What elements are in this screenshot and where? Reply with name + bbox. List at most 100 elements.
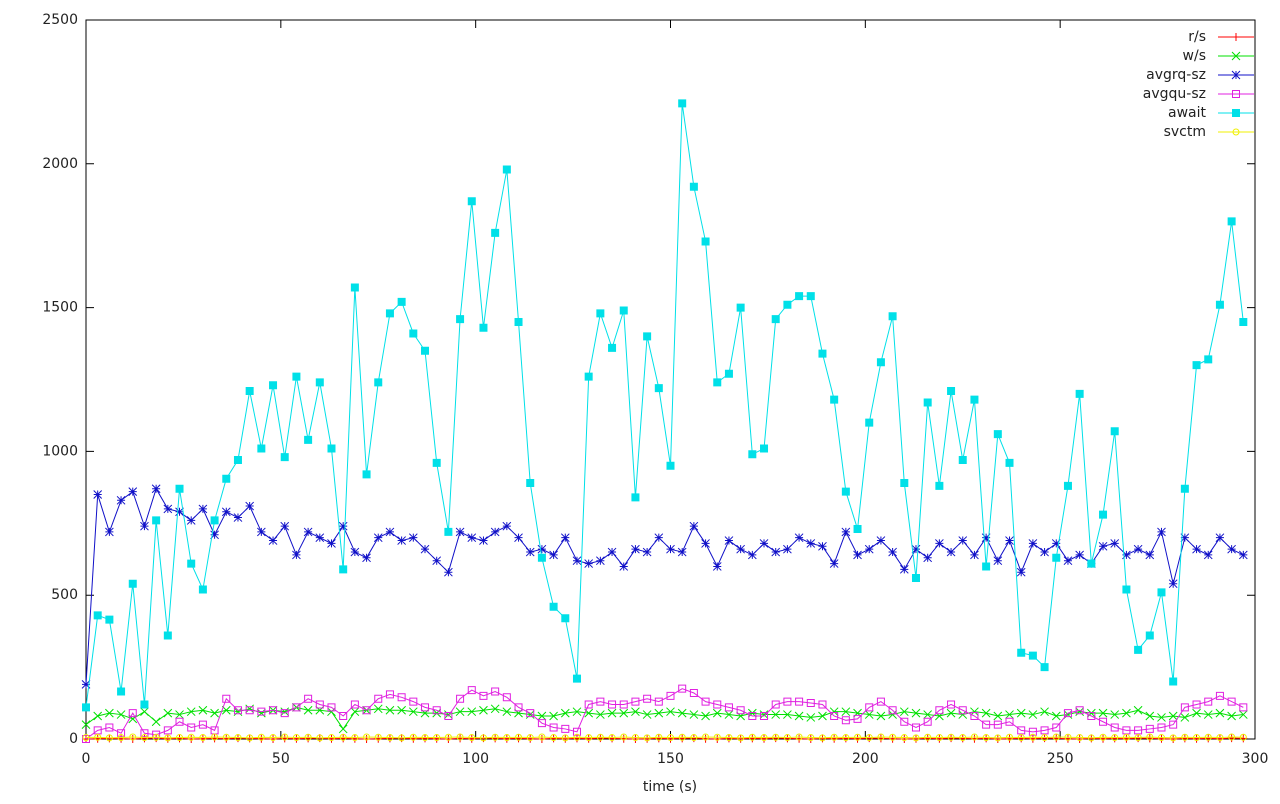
plot-frame bbox=[85, 19, 1256, 740]
legend-label: await bbox=[1168, 105, 1206, 121]
x-tick-label: 50 bbox=[272, 751, 290, 767]
legend-marker bbox=[1232, 128, 1240, 136]
data-point bbox=[222, 694, 231, 703]
data-point bbox=[397, 536, 406, 545]
y-tick-label: 2000 bbox=[42, 156, 78, 172]
data-point bbox=[409, 329, 418, 338]
data-point bbox=[608, 734, 616, 741]
data-point bbox=[1169, 734, 1177, 742]
data-point bbox=[899, 564, 909, 574]
data-point bbox=[596, 556, 605, 566]
data-point bbox=[573, 733, 581, 741]
data-point bbox=[233, 707, 243, 717]
data-point bbox=[865, 734, 873, 741]
data-point bbox=[420, 544, 430, 554]
data-point bbox=[1169, 677, 1178, 686]
data-point bbox=[585, 734, 593, 741]
data-point bbox=[280, 707, 290, 717]
data-point bbox=[1157, 734, 1165, 741]
data-point bbox=[1040, 726, 1049, 735]
data-point bbox=[760, 444, 769, 453]
data-point bbox=[771, 710, 781, 719]
data-point bbox=[186, 707, 196, 717]
data-point bbox=[1122, 550, 1131, 560]
data-point bbox=[584, 559, 594, 568]
data-point bbox=[1134, 734, 1142, 741]
data-point bbox=[257, 707, 266, 716]
data-point bbox=[900, 734, 908, 741]
data-point bbox=[853, 550, 862, 560]
data-point bbox=[268, 536, 278, 545]
data-point bbox=[408, 707, 418, 717]
data-point bbox=[105, 527, 114, 537]
data-point bbox=[771, 547, 781, 557]
data-point bbox=[584, 372, 593, 381]
data-point bbox=[1051, 539, 1061, 548]
data-point bbox=[655, 733, 663, 741]
data-point bbox=[116, 495, 126, 505]
data-point bbox=[163, 631, 172, 640]
data-point bbox=[176, 734, 184, 741]
data-point bbox=[1017, 726, 1026, 735]
data-point bbox=[327, 703, 336, 712]
data-point bbox=[1204, 697, 1213, 706]
data-point bbox=[1180, 484, 1189, 493]
data-point bbox=[631, 544, 640, 554]
data-point bbox=[642, 710, 652, 719]
data-point bbox=[1180, 713, 1190, 722]
data-point bbox=[526, 709, 535, 718]
data-point bbox=[152, 733, 160, 741]
data-point bbox=[1193, 734, 1201, 741]
data-point bbox=[339, 565, 348, 574]
data-point bbox=[1192, 544, 1201, 554]
data-point bbox=[1087, 711, 1096, 720]
data-point bbox=[515, 733, 523, 741]
legend-label: w/s bbox=[1183, 48, 1206, 64]
data-point bbox=[163, 726, 172, 735]
legend-label: avgqu-sz bbox=[1143, 86, 1206, 102]
data-point bbox=[993, 711, 1003, 721]
data-point bbox=[596, 697, 605, 706]
data-point bbox=[1028, 651, 1037, 660]
data-point bbox=[94, 733, 102, 741]
series-line bbox=[85, 103, 1244, 708]
data-point bbox=[1040, 547, 1049, 557]
data-point bbox=[502, 707, 512, 717]
data-point bbox=[1168, 711, 1178, 721]
data-point bbox=[994, 734, 1002, 742]
data-point bbox=[479, 734, 487, 742]
data-point bbox=[572, 556, 582, 566]
data-point bbox=[1052, 553, 1061, 562]
data-point bbox=[175, 717, 184, 726]
data-point bbox=[1192, 708, 1201, 718]
data-point bbox=[993, 720, 1002, 729]
data-point bbox=[409, 733, 417, 741]
data-point bbox=[970, 395, 979, 404]
data-point bbox=[175, 507, 184, 517]
data-point bbox=[643, 734, 651, 742]
data-point bbox=[1064, 733, 1072, 741]
data-point bbox=[514, 317, 523, 326]
data-point bbox=[947, 700, 956, 709]
data-point bbox=[760, 711, 769, 720]
data-point bbox=[666, 691, 675, 700]
data-point bbox=[736, 544, 745, 554]
data-point bbox=[385, 705, 395, 715]
data-point bbox=[806, 699, 815, 708]
data-point bbox=[689, 521, 699, 531]
data-point bbox=[725, 734, 733, 741]
data-point bbox=[549, 723, 558, 732]
data-point bbox=[1133, 705, 1143, 715]
data-point bbox=[794, 711, 804, 721]
data-point bbox=[1145, 711, 1155, 721]
data-point bbox=[350, 700, 359, 709]
data-point bbox=[455, 707, 465, 717]
data-point bbox=[117, 729, 126, 738]
data-point bbox=[830, 395, 839, 404]
data-point bbox=[654, 708, 664, 718]
data-point bbox=[631, 697, 640, 706]
data-point bbox=[631, 493, 640, 502]
data-point bbox=[876, 358, 885, 367]
data-point bbox=[269, 734, 277, 741]
data-point bbox=[467, 707, 477, 717]
